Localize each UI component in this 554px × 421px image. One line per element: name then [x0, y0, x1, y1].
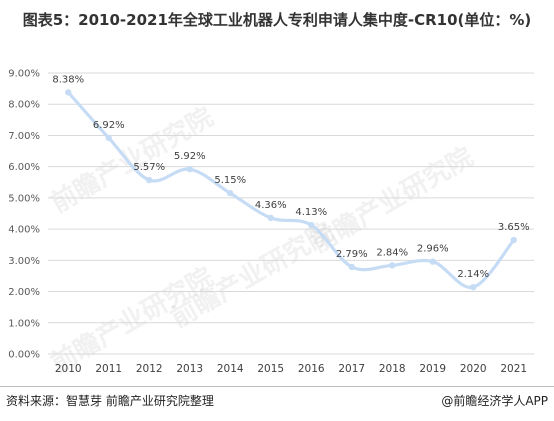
line-chart: 0.00% 1.00% 2.00% 3.00% 4.00% 5.00% 6.00% 7.00%… — [8, 69, 534, 375]
data-label: 2.14% — [457, 269, 489, 280]
data-label: 6.92% — [93, 120, 125, 131]
data-point — [389, 262, 396, 269]
x-tick-label: 2019 — [419, 363, 446, 375]
data-point — [308, 221, 315, 229]
x-tick-label: 2018 — [379, 363, 406, 375]
data-point — [470, 283, 477, 291]
data-label: 2.84% — [376, 247, 408, 258]
data-label: 5.92% — [174, 151, 206, 162]
x-tick-label: 2015 — [257, 363, 284, 375]
data-label: 5.15% — [214, 175, 246, 186]
data-label: 4.36% — [255, 200, 287, 211]
chart-title: 图表5：2010-2021年全球工业机器人专利申请人集中度-CR10(单位：%) — [22, 11, 532, 29]
data-label: 5.57% — [133, 162, 165, 173]
y-tick-label: 8.00% — [8, 100, 40, 111]
footer-divider — [0, 386, 554, 387]
source-note: 资料来源：智慧芽 前瞻产业研究院整理 — [6, 394, 214, 408]
y-tick-label: 6.00% — [8, 162, 40, 173]
x-tick-label: 2021 — [500, 363, 527, 375]
y-tick-label: 0.00% — [8, 350, 40, 361]
x-tick-label: 2011 — [95, 363, 122, 375]
y-tick-label: 4.00% — [8, 225, 40, 236]
data-point — [227, 190, 234, 197]
y-tick-label: 5.00% — [8, 193, 40, 204]
series-line — [66, 90, 516, 289]
data-point — [267, 214, 274, 222]
data-label: 4.13% — [295, 207, 327, 218]
x-tick-label: 2012 — [136, 363, 163, 375]
data-label: 3.65% — [498, 222, 530, 233]
x-tick-label: 2013 — [176, 363, 203, 375]
data-label: 8.38% — [52, 74, 84, 85]
data-point — [65, 89, 72, 96]
data-label: 2.79% — [336, 249, 368, 260]
data-point — [146, 176, 153, 184]
y-tick-label: 1.00% — [8, 318, 40, 329]
x-tick-label: 2016 — [298, 363, 325, 375]
y-tick-label: 9.00% — [8, 69, 40, 80]
data-point — [429, 258, 436, 265]
data-label: 2.96% — [417, 244, 449, 255]
y-tick-label: 3.00% — [8, 256, 40, 267]
brand-credit: @前瞻经济学人APP — [441, 394, 548, 408]
data-point — [510, 236, 517, 244]
data-point — [348, 263, 355, 271]
data-point — [105, 134, 112, 142]
x-tick-label: 2010 — [55, 363, 82, 375]
x-tick-label: 2014 — [217, 363, 244, 375]
x-tick-label: 2017 — [338, 363, 365, 375]
y-tick-label: 2.00% — [8, 287, 40, 298]
x-tick-label: 2020 — [460, 363, 487, 375]
data-point — [186, 165, 193, 173]
y-tick-label: 7.00% — [8, 131, 40, 142]
